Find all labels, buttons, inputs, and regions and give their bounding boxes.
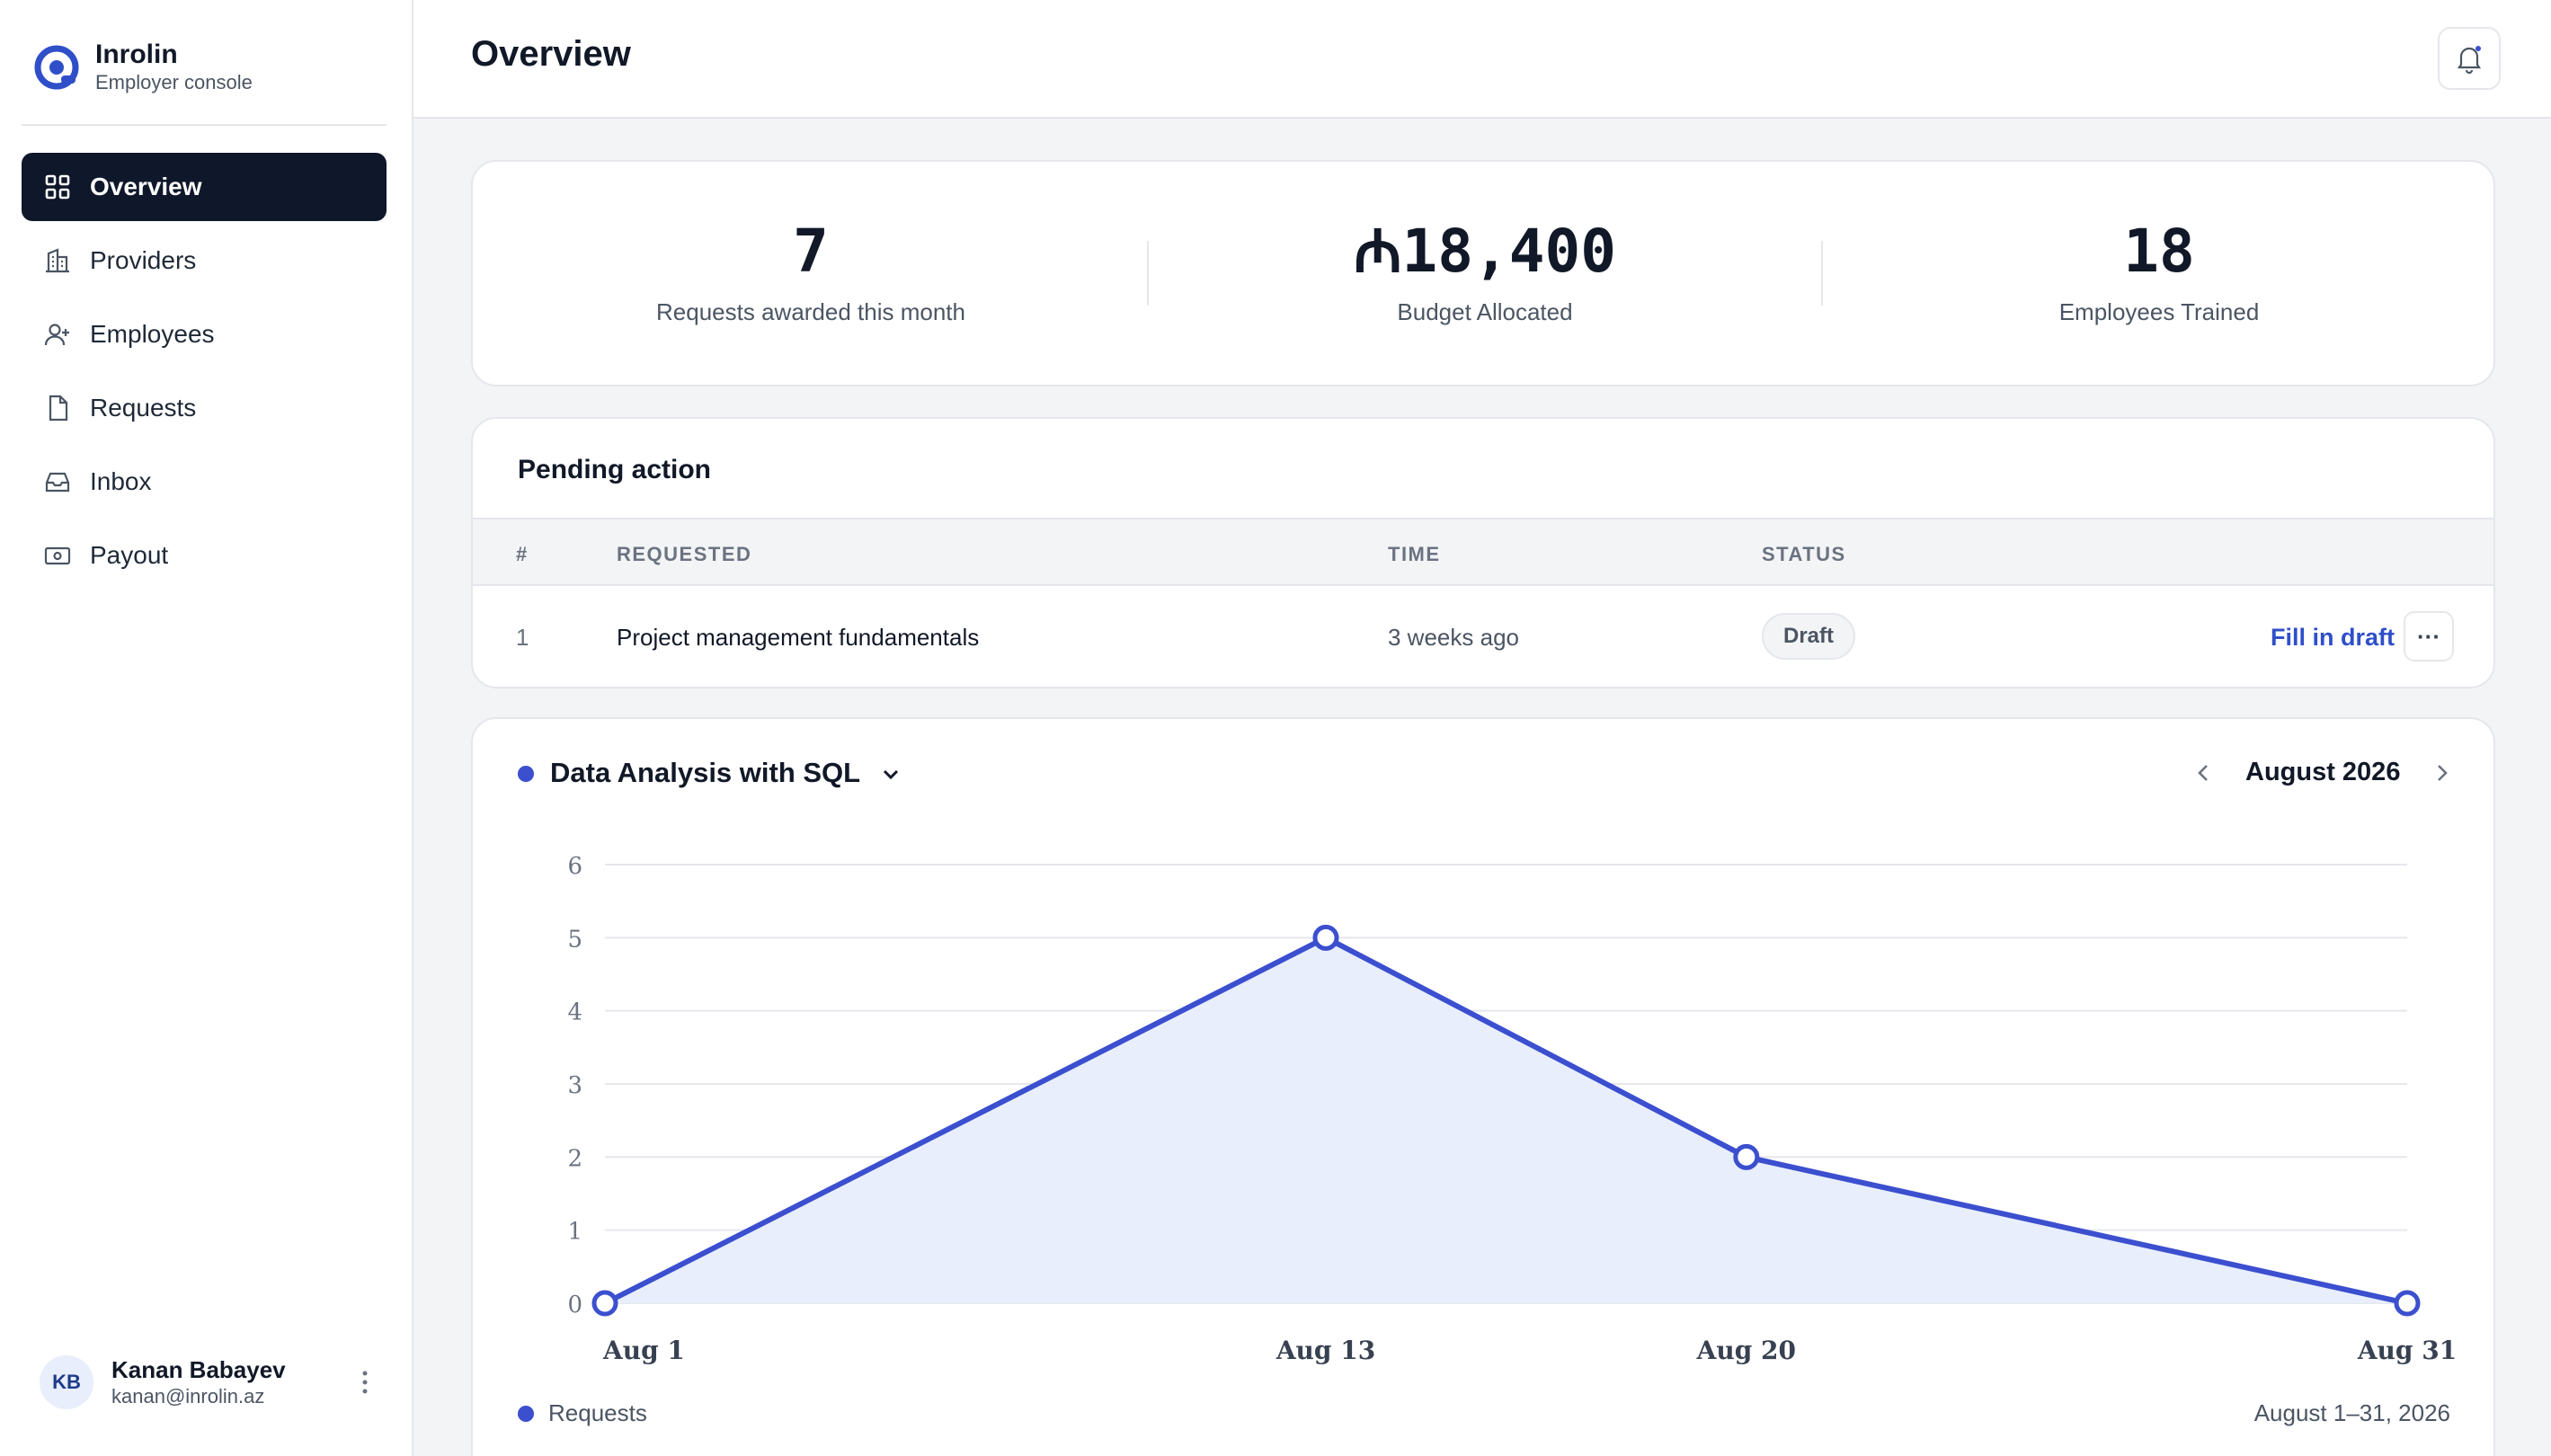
legend-label: Requests xyxy=(548,1399,647,1426)
month-label: August 2026 xyxy=(2245,758,2401,786)
y-tick-label: 2 xyxy=(567,1145,582,1172)
user-profile[interactable]: KB Kanan Babayev kanan@inrolin.az xyxy=(40,1354,381,1411)
sidebar-item-providers[interactable]: Providers xyxy=(22,226,387,295)
course-selector[interactable]: Data Analysis with SQL xyxy=(550,757,861,788)
sidebar-item-label: Overview xyxy=(90,173,202,200)
column-header-num: # xyxy=(516,543,529,565)
date-range-label: August 1–31, 2026 xyxy=(2253,1399,2450,1426)
course-chart-card: Data Analysis with SQL August 2026 0 1 2 3 4… xyxy=(471,717,2495,1456)
stat-employees-trained: 18 Employees Trained xyxy=(1934,216,2384,326)
building-icon xyxy=(43,246,72,275)
more-vertical-icon[interactable] xyxy=(349,1366,381,1398)
grid-icon xyxy=(43,173,72,201)
header: Overview xyxy=(413,0,2551,119)
pending-action-card: Pending action # REQUESTED TIME STATUS 1… xyxy=(471,417,2495,688)
inrolin-logo-icon xyxy=(34,45,79,90)
chevron-down-icon[interactable] xyxy=(877,760,904,787)
table-header: # REQUESTED TIME STATUS xyxy=(473,518,2493,586)
sidebar: Inrolin Employer console Overview Provid… xyxy=(0,0,413,1456)
stat-label: Budget Allocated xyxy=(1397,298,1573,325)
user-name: Kanan Babayev xyxy=(111,1356,286,1383)
chevron-right-icon[interactable] xyxy=(2427,759,2456,787)
stat-label: Employees Trained xyxy=(2058,298,2260,325)
notifications-button[interactable] xyxy=(2438,27,2501,90)
data-point xyxy=(1312,924,1339,951)
chevron-left-icon[interactable] xyxy=(2190,759,2218,787)
sidebar-item-label: Payout xyxy=(90,541,169,569)
y-tick-label: 5 xyxy=(567,926,582,953)
sidebar-item-label: Inbox xyxy=(90,467,152,495)
stat-value: 18 xyxy=(2123,217,2195,286)
divider xyxy=(22,124,387,126)
page-title: Overview xyxy=(471,34,631,74)
section-title: Pending action xyxy=(518,455,712,484)
x-tick-label: Aug 31 xyxy=(2357,1336,2457,1365)
y-tick-label: 4 xyxy=(567,999,582,1026)
table-row[interactable]: 1 Project management fundamentals 3 week… xyxy=(473,586,2493,687)
column-header-requested: REQUESTED xyxy=(617,543,752,565)
stat-value: 7 xyxy=(793,217,829,286)
x-tick-label: Aug 20 xyxy=(1696,1336,1796,1365)
user-plus-icon xyxy=(43,320,72,349)
sidebar-item-payout[interactable]: Payout xyxy=(22,521,387,590)
stat-label: Requests awarded this month xyxy=(656,298,965,325)
y-tick-label: 1 xyxy=(567,1219,582,1246)
data-point xyxy=(2394,1290,2421,1317)
request-time: 3 weeks ago xyxy=(1388,624,1519,651)
divider xyxy=(1821,241,1823,306)
series-area xyxy=(605,937,2407,1303)
x-tick-label: Aug 13 xyxy=(1276,1336,1375,1365)
inbox-icon xyxy=(43,467,72,496)
course-color-dot xyxy=(518,766,534,782)
sidebar-item-overview[interactable]: Overview xyxy=(22,153,387,221)
user-email: kanan@inrolin.az xyxy=(111,1385,265,1407)
sidebar-item-employees[interactable]: Employees xyxy=(22,300,387,368)
brand-subtitle: Employer console xyxy=(95,71,253,93)
divider xyxy=(1147,241,1149,306)
x-tick-label: Aug 1 xyxy=(602,1336,685,1365)
data-point xyxy=(1733,1143,1760,1170)
sidebar-item-requests[interactable]: Requests xyxy=(22,374,387,442)
brand-name: Inrolin xyxy=(95,40,178,69)
requests-chart: 0 1 2 3 4 5 6 Aug 1 Aug 13 Aug 20 Aug 31 xyxy=(567,853,2457,1365)
y-tick-label: 6 xyxy=(567,853,582,880)
y-tick-label: 0 xyxy=(567,1292,582,1318)
more-actions-button[interactable]: ··· xyxy=(2404,611,2454,661)
bell-icon xyxy=(2457,46,2482,74)
series-line xyxy=(603,935,2408,1306)
avatar: KB xyxy=(40,1355,93,1409)
more-horizontal-icon: ··· xyxy=(2417,622,2440,650)
banknote-icon xyxy=(43,541,72,570)
sidebar-item-label: Employees xyxy=(90,320,215,348)
y-tick-label: 3 xyxy=(567,1072,582,1099)
fill-in-draft-link[interactable]: Fill in draft xyxy=(2271,624,2395,651)
brand[interactable]: Inrolin Employer console xyxy=(34,40,253,95)
column-header-time: TIME xyxy=(1388,543,1441,565)
sidebar-item-label: Requests xyxy=(90,394,197,422)
sidebar-item-inbox[interactable]: Inbox xyxy=(22,448,387,516)
row-number: 1 xyxy=(516,624,529,651)
requested-course: Project management fundamentals xyxy=(617,624,980,651)
sidebar-nav: Overview Providers Employees Requests In… xyxy=(22,153,387,595)
sidebar-item-label: Providers xyxy=(90,246,197,274)
stats-card: 7 Requests awarded this month ₼18,400 Bu… xyxy=(471,160,2495,386)
file-icon xyxy=(43,394,72,422)
data-point xyxy=(591,1290,618,1317)
stat-value: ₼18,400 xyxy=(1354,217,1616,286)
stat-requests-awarded: 7 Requests awarded this month xyxy=(586,216,1036,326)
status-badge: Draft xyxy=(1762,613,1856,660)
column-header-status: STATUS xyxy=(1762,543,1846,565)
legend-dot xyxy=(518,1406,534,1422)
stat-budget-allocated: ₼18,400 Budget Allocated xyxy=(1260,216,1710,326)
